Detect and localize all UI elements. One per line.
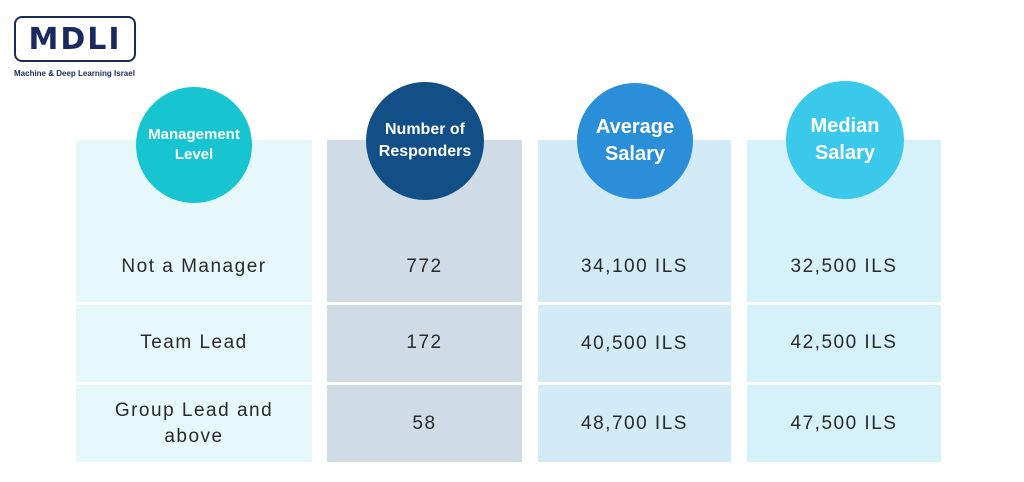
cell-responders-group-lead: 58 bbox=[412, 413, 437, 435]
cell-responders-not-a-manager: 772 bbox=[406, 256, 443, 278]
row-divider bbox=[76, 302, 941, 305]
cell-level-group-lead: Group Lead and above bbox=[114, 400, 274, 447]
mdli-logo: MDLI bbox=[14, 16, 136, 62]
logo-text: MDLI bbox=[28, 21, 122, 57]
header-number-of-responders: Number of Responders bbox=[366, 82, 484, 200]
cell-average-group-lead: 48,700 ILS bbox=[581, 413, 688, 435]
logo-subtitle: Machine & Deep Learning Israel bbox=[14, 69, 135, 78]
header-median-salary: Median Salary bbox=[786, 81, 904, 199]
cell-median-not-a-manager: 32,500 ILS bbox=[790, 256, 898, 278]
header-management-level: Management Level bbox=[136, 87, 252, 203]
cell-responders-team-lead: 172 bbox=[406, 332, 443, 354]
cell-level-team-lead: Team Lead bbox=[140, 332, 248, 354]
row-divider bbox=[76, 382, 941, 385]
cell-average-team-lead: 40,500 ILS bbox=[581, 333, 688, 355]
cell-average-not-a-manager: 34,100 ILS bbox=[581, 256, 688, 278]
cell-median-group-lead: 47,500 ILS bbox=[790, 413, 898, 435]
cell-median-team-lead: 42,500 ILS bbox=[790, 332, 898, 354]
header-average-salary: Average Salary bbox=[577, 83, 693, 199]
cell-level-not-a-manager: Not a Manager bbox=[121, 256, 267, 278]
